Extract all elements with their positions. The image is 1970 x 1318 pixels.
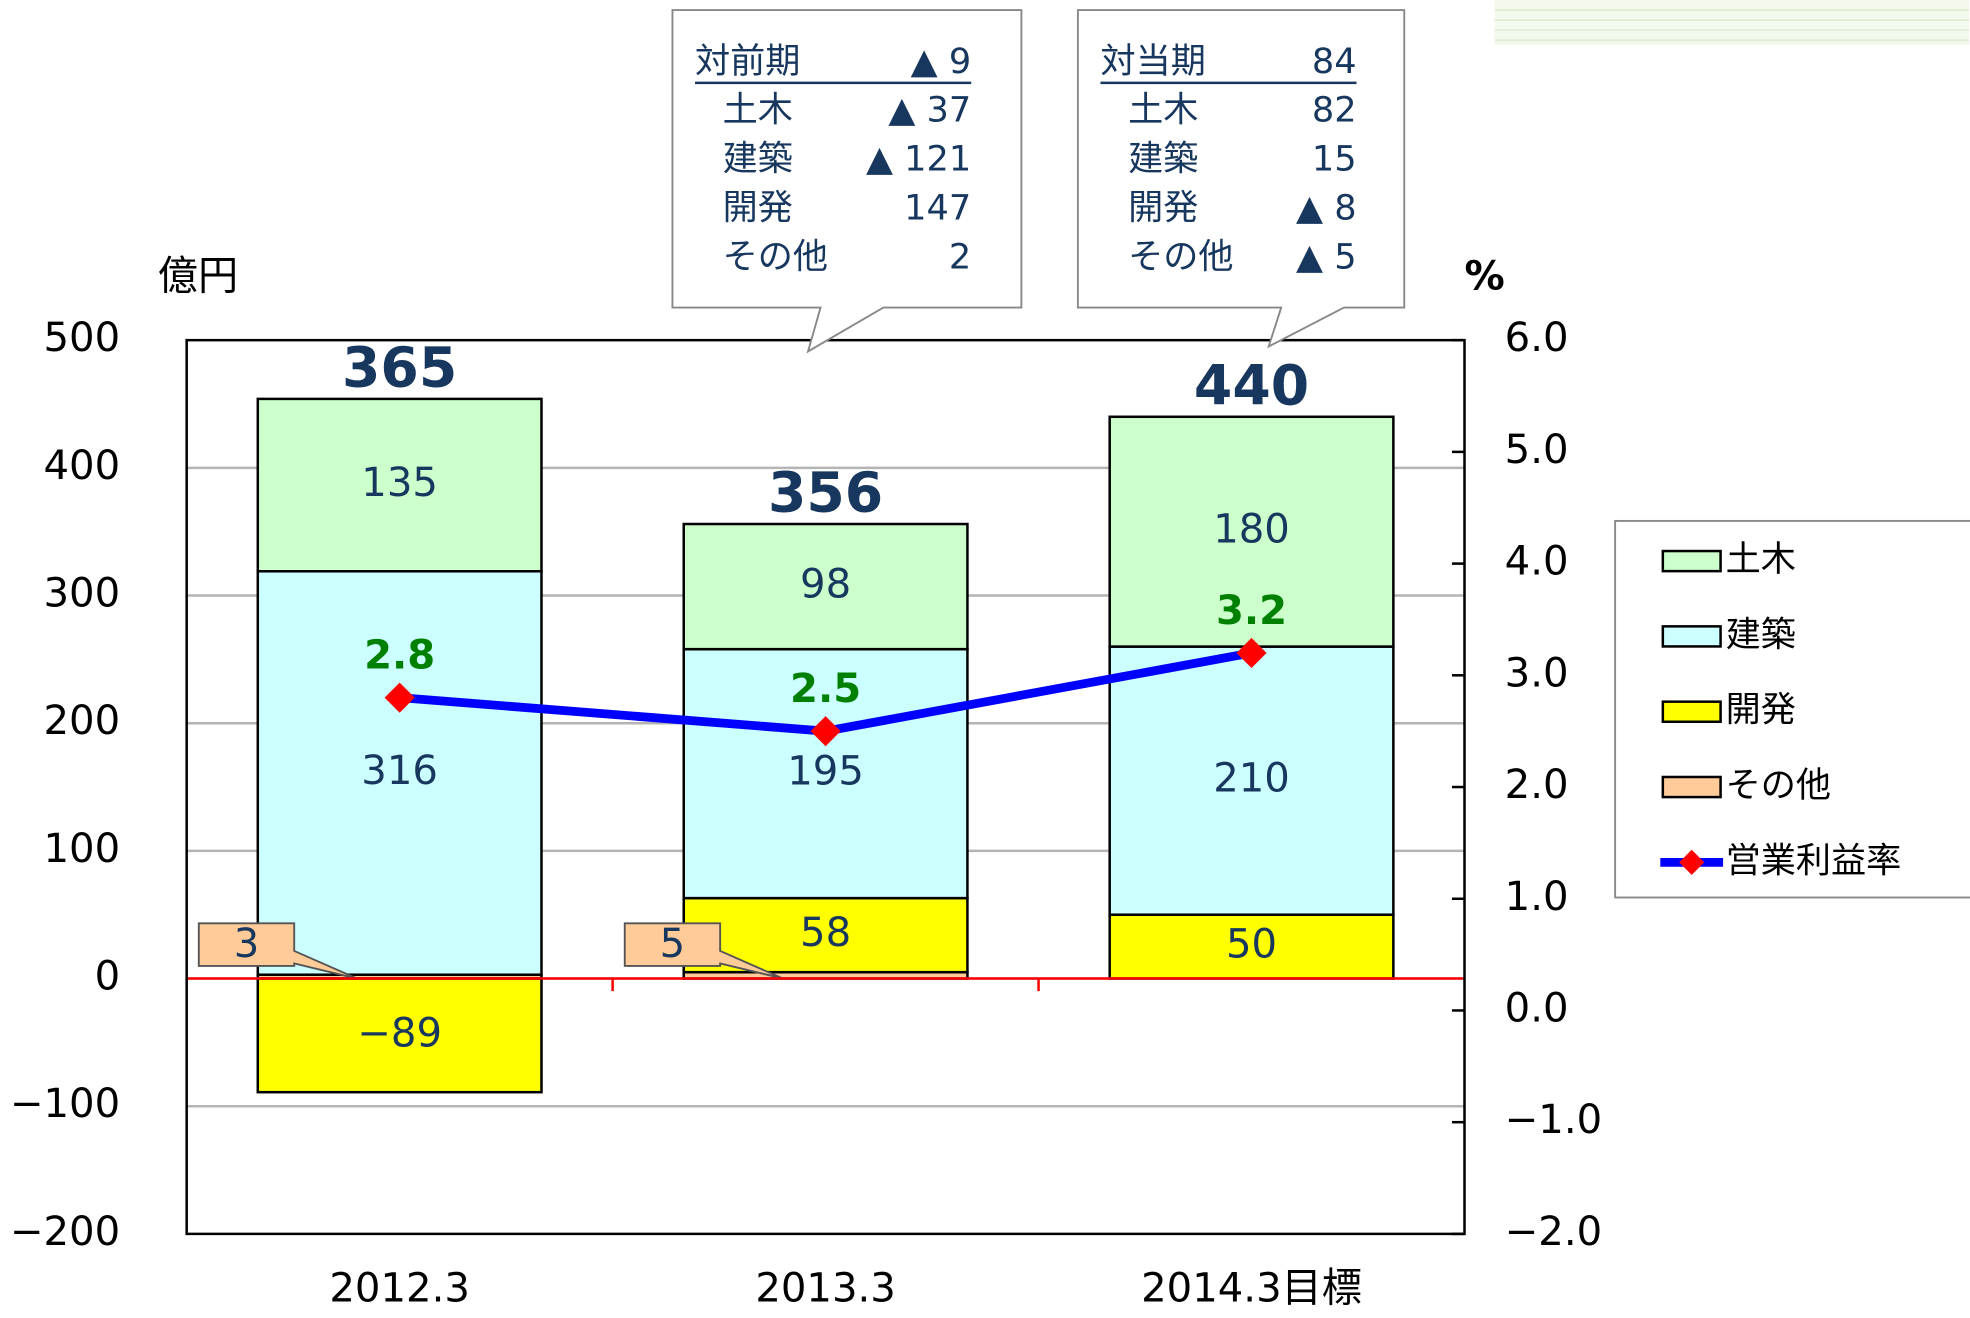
- legend-swatch: [1661, 775, 1722, 799]
- y2-tick-label: 1.0: [1505, 874, 1569, 920]
- y2-tick-label: −1.0: [1505, 1097, 1603, 1143]
- bar-segment: [682, 522, 969, 651]
- bar-segment: [1108, 415, 1395, 648]
- y-tick-label: 300: [43, 571, 120, 617]
- callout-value: ▲ 8: [1296, 188, 1357, 229]
- callout-value: 84: [1312, 41, 1357, 82]
- data-label: −89: [357, 1010, 442, 1056]
- callout-label: その他: [723, 237, 828, 278]
- callout-label: 土木: [1128, 90, 1198, 131]
- data-label: 2.5: [790, 666, 861, 712]
- callout-label: 開発: [1128, 188, 1198, 229]
- data-label: 180: [1213, 507, 1290, 553]
- y-tick-label: 0: [95, 954, 121, 1000]
- callout-value: ▲ 121: [866, 139, 971, 180]
- callout-label: 開発: [723, 188, 793, 229]
- callout-value: 147: [904, 188, 971, 229]
- callout-label: 土木: [723, 90, 793, 131]
- legend-label: 開発: [1726, 690, 1796, 731]
- x-tick-label: 2012.3: [329, 1265, 470, 1311]
- callout-value: 15: [1312, 139, 1357, 180]
- decoration: [1494, 0, 1970, 46]
- legend-label: その他: [1726, 765, 1831, 806]
- callout-value: 82: [1312, 90, 1357, 131]
- data-label: 98: [800, 562, 851, 608]
- callout-label: 建築: [1128, 139, 1198, 180]
- data-label: 210: [1213, 756, 1290, 802]
- y2-tick-label: 6.0: [1505, 315, 1569, 361]
- callout-label: 対前期: [695, 41, 800, 82]
- y2-tick-label: 5.0: [1505, 427, 1569, 473]
- data-label: 2.8: [364, 632, 435, 678]
- line-marker: [1236, 637, 1267, 669]
- y2-tick-label: 3.0: [1505, 650, 1569, 696]
- legend-label: 建築: [1726, 614, 1796, 655]
- legend-swatch: [1661, 625, 1722, 648]
- y-tick-label: 400: [43, 443, 120, 489]
- callout-label: 対当期: [1100, 41, 1205, 82]
- data-label: 3: [234, 921, 260, 967]
- y-tick-label: 500: [43, 315, 120, 361]
- callout-box: [1076, 9, 1406, 349]
- y-tick-label: −100: [10, 1081, 120, 1127]
- bar-segment: [682, 647, 969, 900]
- bar-segment: [1108, 645, 1395, 916]
- y-tick-label: 100: [43, 826, 120, 872]
- data-label: 3.2: [1216, 588, 1287, 634]
- y-tick-label: −200: [10, 1209, 120, 1255]
- data-label: 195: [787, 749, 864, 795]
- x-tick-label: 2013.3: [755, 1265, 896, 1311]
- legend-label: 営業利益率: [1726, 840, 1902, 881]
- total-label: 365: [342, 336, 457, 400]
- label-callout: [197, 922, 358, 980]
- legend-swatch: [1661, 700, 1722, 724]
- y-tick-label: 200: [43, 698, 120, 744]
- bar-segment: [256, 397, 543, 573]
- y2-tick-label: −2.0: [1505, 1209, 1603, 1255]
- total-label: 356: [768, 462, 883, 526]
- bar-segment: [1108, 913, 1395, 980]
- y-axis-label: 億円: [158, 254, 238, 300]
- callout-value: ▲ 5: [1296, 237, 1357, 278]
- data-label: 135: [361, 460, 438, 506]
- y2-tick-label: 4.0: [1505, 539, 1569, 585]
- legend-swatch: [1661, 549, 1722, 573]
- callout-box: [671, 9, 1023, 354]
- callout-label: その他: [1128, 237, 1233, 278]
- bar-segment: [256, 977, 543, 1094]
- callout-value: 2: [949, 237, 971, 278]
- data-label: 50: [1226, 922, 1277, 968]
- callout-label: 建築: [723, 139, 793, 180]
- total-label: 440: [1194, 354, 1309, 418]
- y2-tick-label: 0.0: [1505, 985, 1569, 1031]
- label-callout: [623, 922, 784, 980]
- line-marker: [810, 716, 841, 747]
- bar-segment: [256, 570, 543, 976]
- data-label: 316: [361, 748, 438, 794]
- y2-axis-label: %: [1465, 254, 1505, 300]
- legend-marker: [1679, 849, 1705, 875]
- data-label: 58: [800, 910, 851, 956]
- legend-label: 土木: [1726, 539, 1796, 580]
- data-label: 5: [660, 921, 686, 967]
- x-tick-label: 2014.3目標: [1141, 1265, 1362, 1311]
- y2-tick-label: 2.0: [1505, 762, 1569, 808]
- line-marker: [384, 682, 415, 713]
- callout-value: ▲ 37: [888, 90, 971, 131]
- callout-value: ▲ 9: [911, 41, 972, 82]
